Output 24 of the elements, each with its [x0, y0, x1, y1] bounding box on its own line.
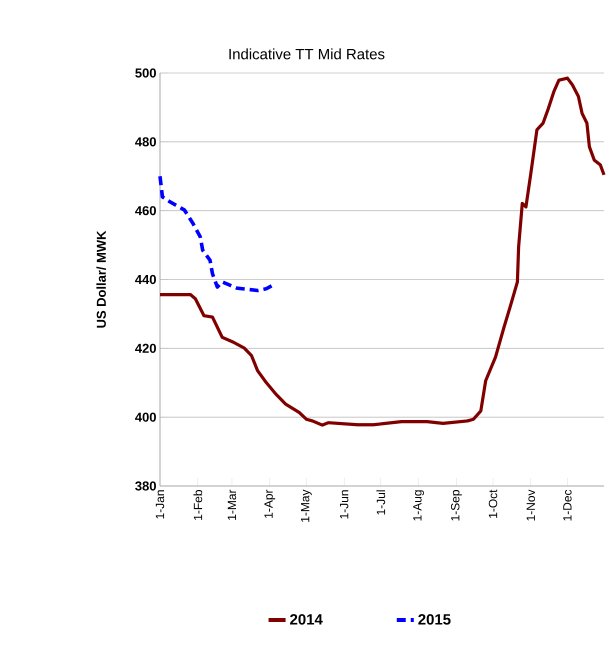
x-tick-label: 1-Dec: [563, 490, 572, 521]
x-tick-label: 1-Nov: [526, 490, 535, 521]
y-tick-label: 400: [135, 412, 156, 422]
y-axis-title: US Dollar/ MWK: [96, 230, 106, 328]
y-tick-label: 420: [135, 344, 156, 353]
legend-label: 2014: [290, 614, 323, 625]
y-tick-label: 460: [135, 206, 156, 216]
x-tick-label: 1-Jul: [376, 490, 386, 515]
x-tick-label: 1-Aug: [413, 490, 424, 521]
x-tick-label: 1-Feb: [193, 490, 202, 520]
y-tick-label: 380: [135, 481, 156, 491]
y-tick-label: 480: [135, 137, 156, 146]
x-tick-label: 1-Apr: [264, 490, 276, 518]
line-series: [158, 76, 606, 427]
y-tick-label: 440: [135, 274, 156, 284]
x-tick-label: 1-Mar: [228, 490, 236, 520]
x-tick-label: 1-Jan: [156, 490, 164, 519]
chart-title: Indicative TT Mid Rates: [229, 48, 384, 60]
x-tick-label: 1-Sep: [451, 490, 462, 521]
x-tick-label: 1-Jun: [340, 490, 348, 519]
x-tick-label: 1-Oct: [488, 490, 498, 518]
y-tick-label: 500: [135, 68, 156, 78]
legend-label: 2015: [418, 614, 451, 625]
x-tick-label: 1-May: [301, 490, 312, 522]
